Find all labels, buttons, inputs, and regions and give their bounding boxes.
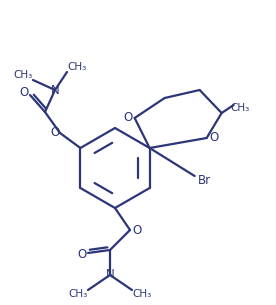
Text: O: O	[51, 127, 60, 139]
Text: O: O	[132, 224, 142, 236]
Text: CH₃: CH₃	[132, 289, 152, 299]
Text: N: N	[106, 268, 114, 282]
Text: CH₃: CH₃	[67, 62, 87, 72]
Text: N: N	[51, 84, 59, 96]
Text: CH₃: CH₃	[230, 103, 249, 113]
Text: CH₃: CH₃	[68, 289, 87, 299]
Text: O: O	[77, 249, 87, 261]
Text: O: O	[209, 131, 218, 145]
Text: O: O	[123, 112, 132, 124]
Text: CH₃: CH₃	[13, 70, 33, 80]
Text: O: O	[19, 87, 29, 99]
Text: Br: Br	[198, 174, 211, 188]
